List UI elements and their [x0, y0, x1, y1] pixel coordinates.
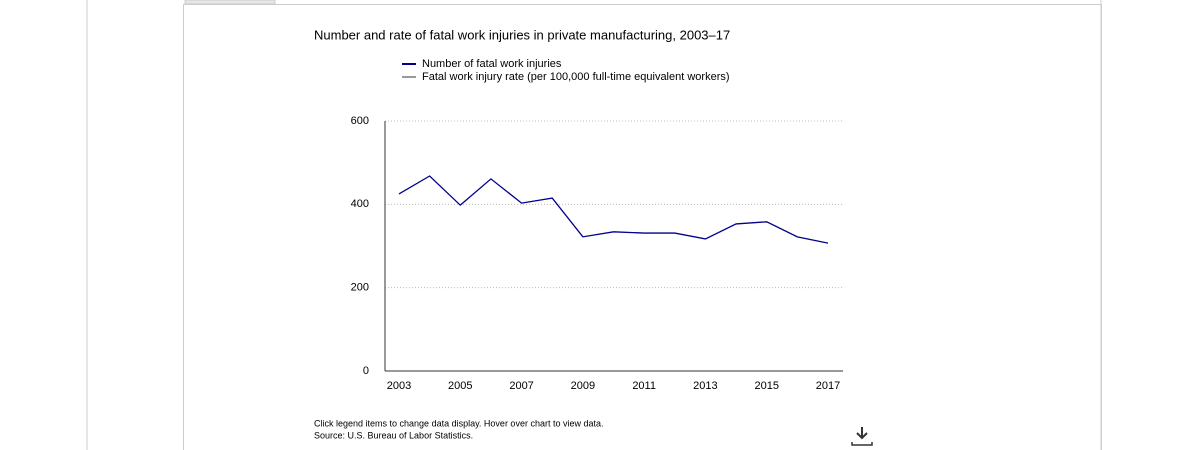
chart-frame	[183, 4, 1102, 450]
x-tick-label: 2017	[816, 380, 840, 392]
y-tick-label: 400	[351, 198, 369, 210]
x-tick-label: 2011	[632, 380, 656, 392]
y-tick-label: 600	[351, 115, 369, 127]
legend-label[interactable]: Fatal work injury rate (per 100,000 full…	[422, 71, 730, 83]
tab[interactable]	[184, 0, 276, 5]
series-line	[398, 175, 829, 244]
x-tick-label: 2015	[754, 380, 778, 392]
note: Click legend items to change data displa…	[314, 418, 603, 428]
download-arrow[interactable]	[856, 427, 868, 440]
download-tray[interactable]	[851, 442, 873, 446]
legend-label[interactable]: Number of fatal work injuries	[422, 58, 562, 70]
x-tick-label: 2003	[387, 380, 411, 392]
x-tick-label: 2009	[571, 380, 595, 392]
source: Source: U.S. Bureau of Labor Statistics.	[314, 430, 473, 440]
y-tick-label: 200	[351, 282, 369, 294]
y-tick-label: 0	[363, 365, 369, 377]
download-icon[interactable]	[851, 427, 873, 446]
chart-title: Number and rate of fatal work injuries i…	[314, 27, 730, 42]
x-tick-label: 2007	[509, 380, 533, 392]
x-tick-label: 2013	[693, 380, 717, 392]
x-tick-label: 2005	[448, 380, 472, 392]
